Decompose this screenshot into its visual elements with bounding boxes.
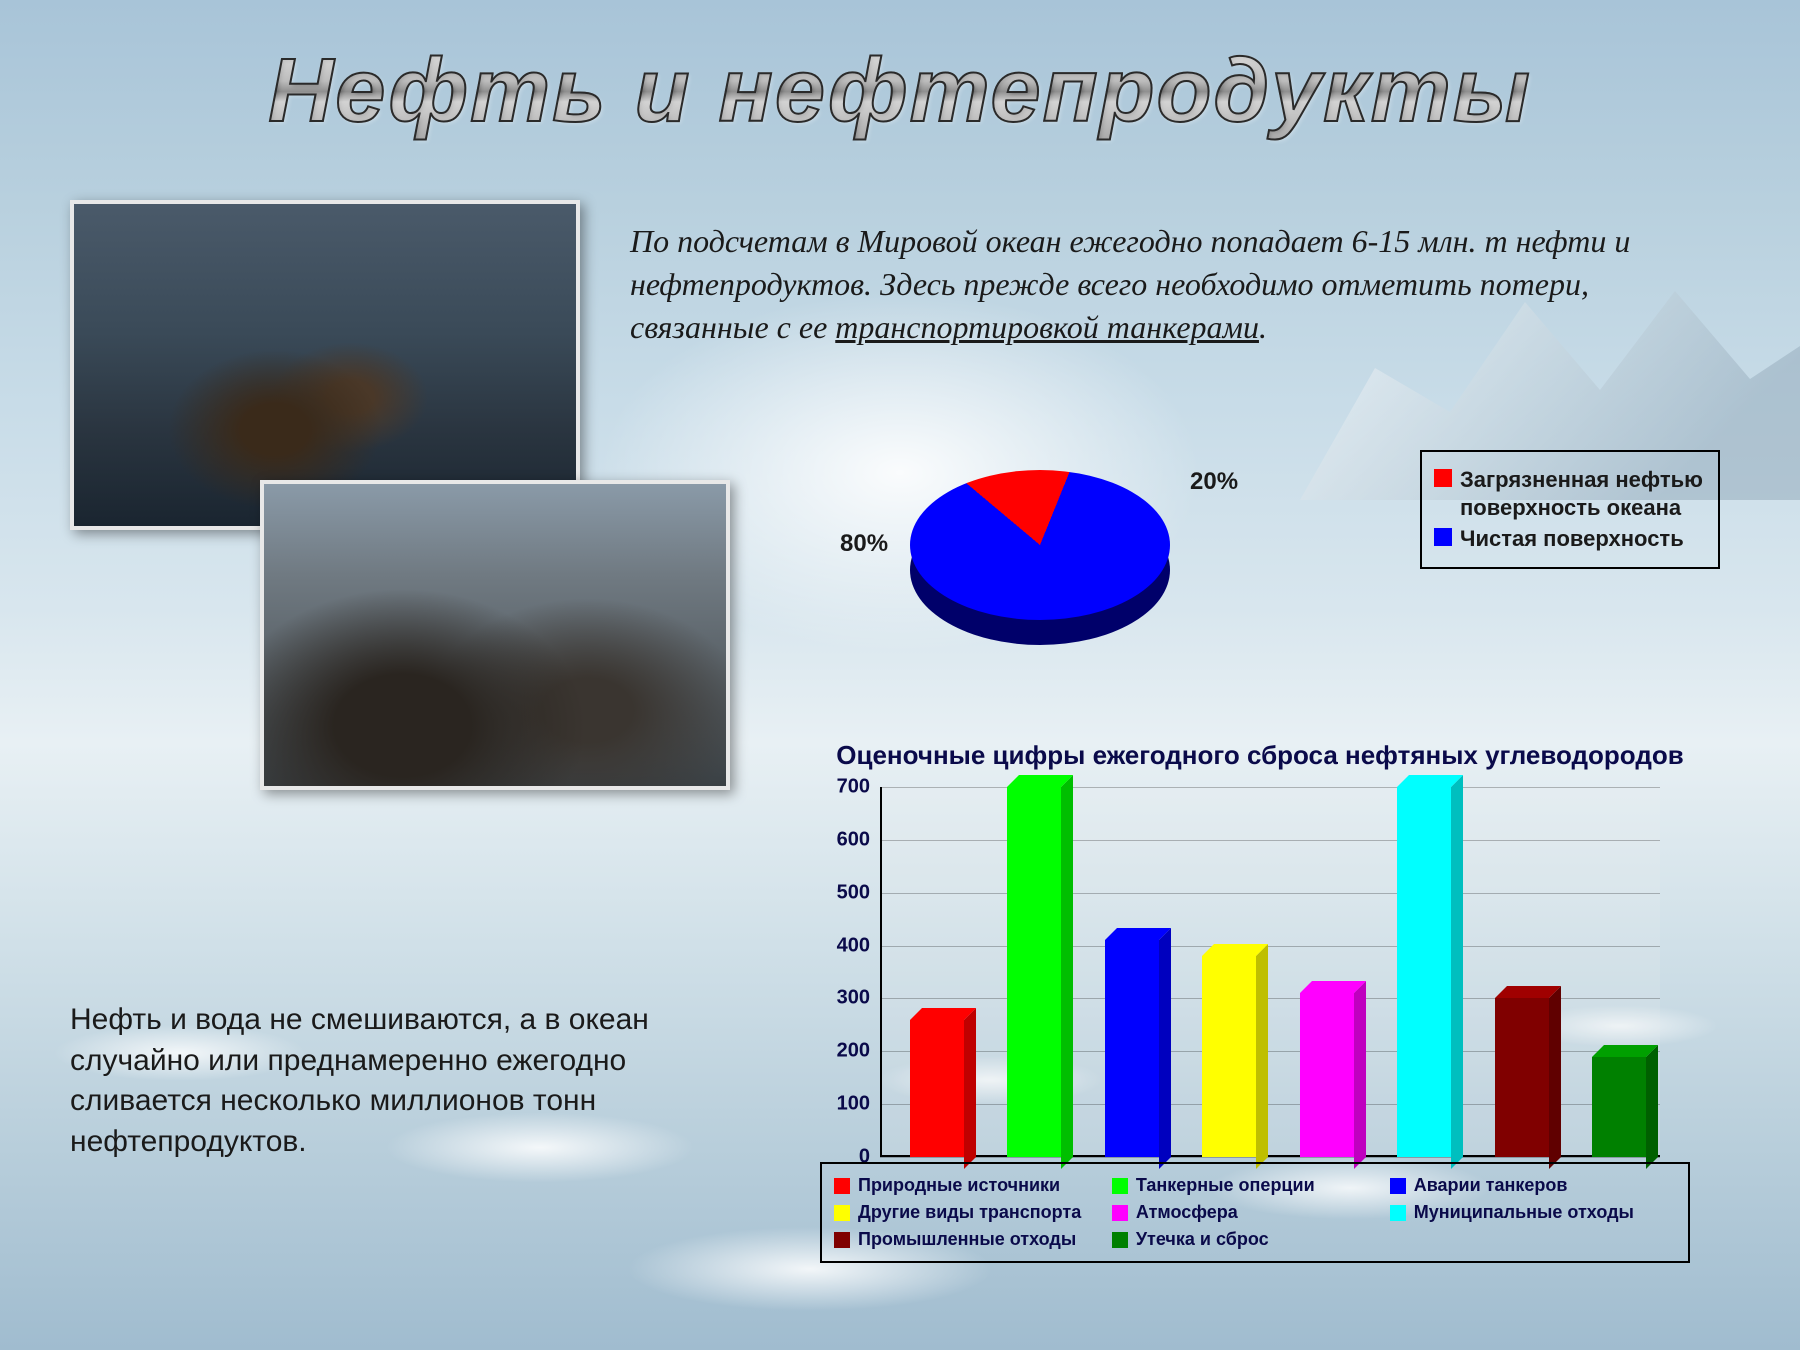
legend-swatch (1112, 1205, 1128, 1221)
bar-ytick-label: 700 (837, 776, 870, 799)
bar-gridline (880, 787, 1660, 788)
bar-ytick-label: 300 (837, 987, 870, 1010)
legend-swatch (1390, 1205, 1406, 1221)
bar-chart-title: Оценочные цифры ежегодного сброса нефтян… (810, 740, 1710, 771)
legend-swatch (834, 1232, 850, 1248)
bar-6 (1495, 998, 1549, 1157)
bar-plot-area: 0100200300400500600700 (880, 787, 1660, 1157)
bar-ytick-label: 400 (837, 934, 870, 957)
pie-legend: Загрязненная нефтью поверхность океана Чи… (1420, 450, 1720, 569)
bar-legend-item: Промышленные отходы (834, 1229, 1112, 1250)
legend-label: Чистая поверхность (1460, 525, 1684, 553)
paragraph-intro-underlined: транспортировкой танкерами (835, 309, 1259, 345)
legend-swatch (1434, 469, 1452, 487)
bar-ytick-label: 200 (837, 1040, 870, 1063)
bar-3 (1202, 956, 1256, 1157)
legend-label: Муниципальные отходы (1414, 1202, 1634, 1223)
bar-7 (1592, 1057, 1646, 1157)
legend-label: Природные источники (858, 1175, 1060, 1196)
bar-ytick-label: 600 (837, 828, 870, 851)
paragraph-secondary: Нефть и вода не смешиваются, а в океан с… (70, 1000, 770, 1162)
paragraph-intro: По подсчетам в Мировой океан ежегодно по… (630, 220, 1690, 350)
bar-gridline (880, 840, 1660, 841)
bar-5 (1397, 787, 1451, 1157)
page-title: Нефть и нефтепродукты (268, 40, 1531, 143)
bar-0 (910, 1020, 964, 1157)
bar-1 (1007, 787, 1061, 1157)
legend-swatch (1434, 528, 1452, 546)
legend-swatch (1112, 1178, 1128, 1194)
legend-label: Танкерные оперции (1136, 1175, 1315, 1196)
pie-legend-item: Загрязненная нефтью поверхность океана (1434, 466, 1706, 521)
pie-legend-item: Чистая поверхность (1434, 525, 1706, 553)
legend-label: Промышленные отходы (858, 1229, 1076, 1250)
legend-swatch (1112, 1232, 1128, 1248)
bar-legend-item: Природные источники (834, 1175, 1112, 1196)
bar-legend-item: Аварии танкеров (1390, 1175, 1668, 1196)
legend-label: Утечка и сброс (1136, 1229, 1269, 1250)
pie-top-face (910, 470, 1170, 620)
bar-gridline (880, 893, 1660, 894)
bar-legend-item: Другие виды транспорта (834, 1202, 1112, 1223)
legend-label: Другие виды транспорта (858, 1202, 1081, 1223)
legend-swatch (1390, 1178, 1406, 1194)
legend-label: Аварии танкеров (1414, 1175, 1568, 1196)
bar-gridline (880, 1157, 1660, 1158)
bar-chart: Оценочные цифры ежегодного сброса нефтян… (810, 740, 1710, 1157)
bar-legend-item: Танкерные оперции (1112, 1175, 1390, 1196)
pie-label-20: 20% (1190, 468, 1238, 496)
bar-4 (1300, 993, 1354, 1157)
legend-swatch (834, 1205, 850, 1221)
bar-y-axis (880, 787, 882, 1157)
legend-label: Атмосфера (1136, 1202, 1238, 1223)
bar-gridline (880, 946, 1660, 947)
bar-legend: Природные источники Танкерные оперции Авар… (820, 1162, 1690, 1263)
legend-label: Загрязненная нефтью поверхность океана (1460, 466, 1706, 521)
bar-legend-item: Муниципальные отходы (1390, 1202, 1668, 1223)
pie-body (910, 470, 1170, 650)
bar-ytick-label: 500 (837, 881, 870, 904)
legend-swatch (834, 1178, 850, 1194)
bar-legend-item: Утечка и сброс (1112, 1229, 1390, 1250)
paragraph-intro-post: . (1259, 309, 1267, 345)
bar-legend-item: Атмосфера (1112, 1202, 1390, 1223)
pie-chart: 80% 20% Загрязненная нефтью поверхность … (820, 450, 1720, 700)
bar-ytick-label: 100 (837, 1093, 870, 1116)
photo-oil-shore (260, 480, 730, 790)
bar-2 (1105, 940, 1159, 1157)
pie-label-80: 80% (840, 530, 888, 558)
